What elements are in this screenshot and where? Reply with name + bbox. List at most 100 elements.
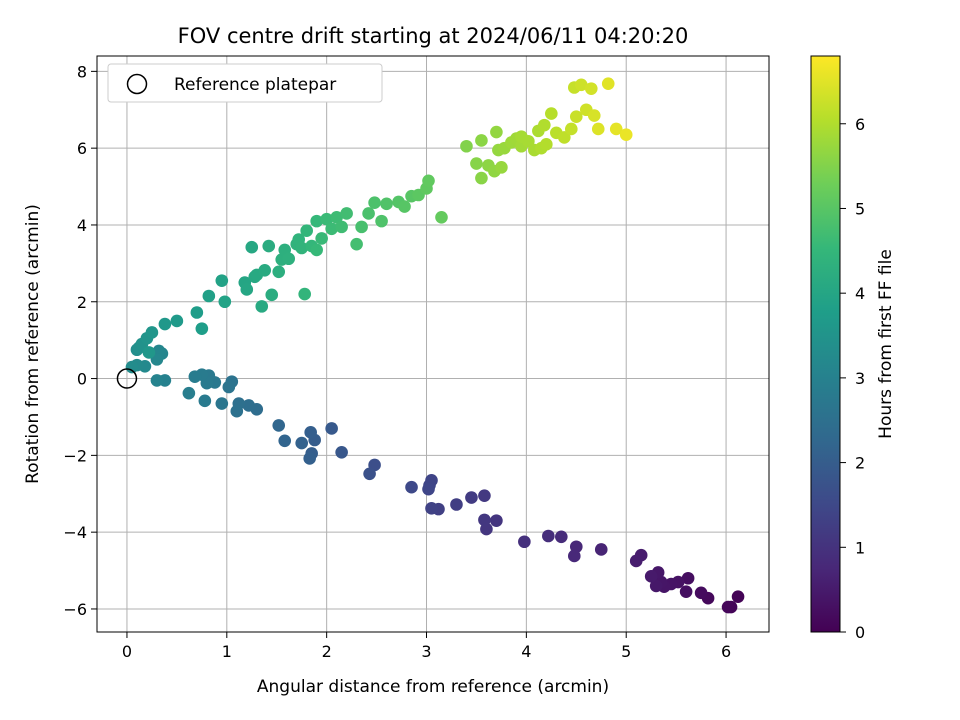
scatter-point: [555, 530, 568, 544]
scatter-point: [522, 134, 535, 148]
scatter-point: [490, 125, 503, 139]
scatter-point: [188, 370, 202, 383]
scatter-point: [450, 498, 463, 511]
scatter-point: [195, 322, 209, 335]
scatter-point: [644, 570, 658, 583]
scatter-points: [125, 77, 745, 614]
scatter-point: [681, 571, 695, 585]
scatter-point: [564, 122, 578, 136]
legend: Reference platepar: [107, 63, 383, 103]
scatter-point: [295, 241, 308, 255]
scatter-point: [145, 326, 159, 339]
scatter-point: [150, 374, 164, 387]
scatter-point: [649, 579, 663, 593]
scatter-point: [594, 543, 608, 556]
x-tick-label: 1: [222, 642, 232, 661]
scatter-point: [242, 399, 256, 412]
plot-frame: [96, 55, 770, 633]
scatter-point: [475, 134, 488, 147]
colorbar-tick-label: 4: [855, 284, 865, 303]
scatter-point: [315, 232, 328, 245]
scatter-point: [310, 214, 323, 228]
scatter-point: [694, 586, 708, 600]
y-tick-label: 6: [77, 139, 87, 158]
scatter-point: [230, 404, 244, 418]
x-tick-label: 6: [721, 642, 731, 661]
scatter-point: [398, 200, 411, 213]
y-tick-label: 2: [77, 293, 87, 312]
scatter-point: [460, 139, 473, 153]
scatter-point: [490, 514, 503, 527]
scatter-point: [245, 240, 259, 254]
scatter-point: [609, 122, 623, 136]
scatter-point: [182, 386, 196, 400]
x-tick-label: 2: [322, 642, 332, 661]
scatter-point: [542, 529, 555, 543]
scatter-point: [298, 287, 311, 301]
scatter-point: [215, 397, 229, 410]
scatter-point: [405, 480, 418, 494]
scatter-point: [435, 210, 448, 224]
scatter-point: [258, 263, 272, 277]
x-axis-label: Angular distance from reference (arcmin): [257, 677, 609, 697]
scatter-point: [558, 131, 571, 144]
y-tick-label: 8: [77, 62, 87, 81]
scatter-point: [422, 174, 435, 188]
scatter-point: [470, 157, 483, 170]
colorbar-tick-label: 2: [855, 454, 865, 473]
scatter-point: [190, 306, 204, 319]
scatter-point: [198, 394, 212, 408]
scatter-point: [629, 554, 643, 568]
scatter-point: [363, 467, 376, 481]
scatter-point: [158, 317, 172, 331]
x-axis-ticks: 0 1 2 3 4 5 6: [122, 632, 731, 661]
scatter-point: [362, 207, 375, 220]
scatter-point: [422, 482, 435, 496]
reference-marker: [116, 368, 138, 389]
scatter-point: [619, 128, 633, 142]
scatter-point: [278, 434, 292, 448]
scatter-point: [218, 295, 232, 309]
scatter-point: [540, 138, 553, 151]
y-tick-label: 0: [77, 370, 87, 389]
scatter-point: [325, 222, 338, 236]
scatter-point: [170, 314, 184, 328]
chart-title: FOV centre drift starting at 2024/06/11 …: [178, 24, 689, 48]
scatter-point: [202, 289, 216, 303]
scatter-point: [320, 212, 333, 226]
colorbar-ticks: 0 1 2 3 4 5 6: [840, 115, 865, 642]
scatter-point: [255, 300, 269, 313]
scatter-point: [538, 118, 551, 132]
scatter-point: [569, 110, 583, 123]
scatter-point: [265, 288, 279, 302]
scatter-point: [295, 436, 308, 450]
scatter-point: [330, 210, 343, 224]
scatter-point: [375, 214, 388, 228]
scatter-point: [495, 161, 508, 174]
scatter-point: [215, 274, 229, 287]
scatter-point: [282, 252, 296, 266]
scatter-point: [335, 445, 348, 459]
legend-box: [107, 63, 383, 103]
colorbar-tick-label: 5: [855, 199, 865, 218]
colorbar-tick-label: 1: [855, 538, 865, 557]
y-tick-label: −2: [63, 446, 87, 465]
scatter-point: [475, 171, 488, 185]
scatter-point: [303, 452, 316, 465]
scatter-point: [518, 535, 531, 549]
y-axis-ticks: −6 −4 −2 0 2 4 6 8: [63, 62, 97, 619]
colorbar-label: Hours from first FF file: [876, 249, 896, 439]
scatter-point: [340, 207, 353, 220]
scatter-point: [587, 109, 601, 122]
scatter-point: [262, 239, 276, 253]
grid-lines: [97, 56, 769, 632]
scatter-point: [545, 107, 558, 120]
scatter-point: [272, 265, 286, 279]
scatter-point: [721, 600, 735, 614]
scatter-point: [731, 590, 745, 603]
scatter-point: [425, 502, 438, 515]
scatter-point: [601, 77, 615, 90]
scatter-point: [325, 422, 338, 435]
scatter-point: [368, 196, 381, 209]
